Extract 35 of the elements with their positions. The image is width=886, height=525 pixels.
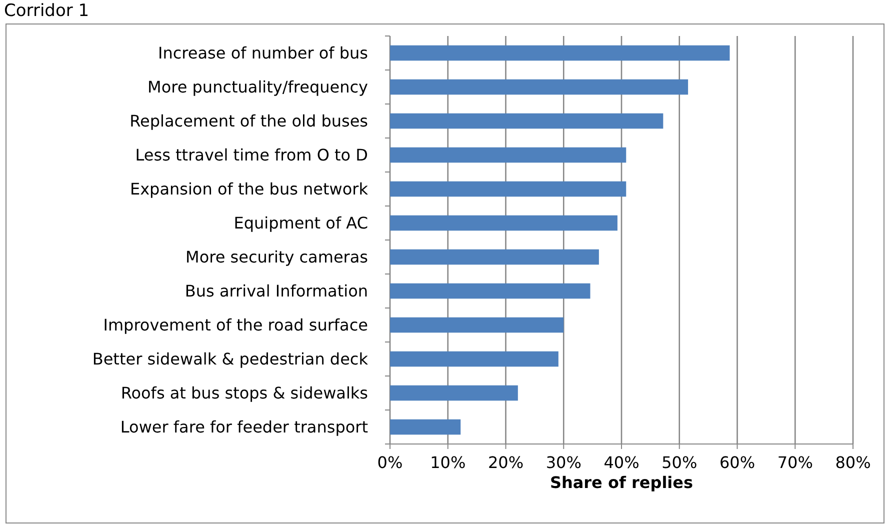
y-tick-label: Roofs at bus stops & sidewalks: [120, 384, 368, 403]
x-tick-label: 20%: [488, 453, 524, 472]
x-tick-label: 70%: [777, 453, 813, 472]
bar: [390, 181, 626, 197]
y-tick-label: Expansion of the bus network: [130, 180, 369, 199]
bar: [390, 113, 664, 129]
x-tick-label: 40%: [604, 453, 640, 472]
y-tick-label: Less ttravel time from O to D: [135, 146, 368, 165]
y-tick-label: Increase of number of bus: [158, 44, 368, 63]
x-tick-label: 50%: [662, 453, 698, 472]
bar: [390, 317, 564, 333]
bar: [390, 351, 558, 367]
y-tick-label: Equipment of AC: [234, 214, 368, 233]
bar: [390, 385, 518, 401]
x-tick-label: 0%: [377, 453, 403, 472]
bar: [390, 249, 599, 265]
y-tick-label: More punctuality/frequency: [148, 78, 368, 97]
x-tick-label: 80%: [835, 453, 871, 472]
bar: [390, 419, 461, 435]
text: Corridor 1: [4, 1, 90, 21]
y-tick-label: Better sidewalk & pedestrian deck: [92, 350, 369, 369]
y-tick-label: Improvement of the road surface: [103, 316, 368, 335]
bar: [390, 45, 730, 61]
y-tick-label: Bus arrival Information: [184, 282, 368, 301]
bar: [390, 147, 626, 163]
x-tick-label: 10%: [430, 453, 466, 472]
x-tick-label: 30%: [546, 453, 582, 472]
bar: [390, 283, 590, 299]
x-axis-title: Share of replies: [550, 473, 694, 492]
x-tick-label: 60%: [719, 453, 756, 472]
y-tick-label: Lower fare for feeder transport: [120, 418, 368, 437]
y-tick-label: Replacement of the old buses: [130, 112, 368, 131]
bar: [390, 79, 688, 95]
bar: [390, 215, 618, 231]
y-tick-label: More security cameras: [186, 248, 368, 267]
